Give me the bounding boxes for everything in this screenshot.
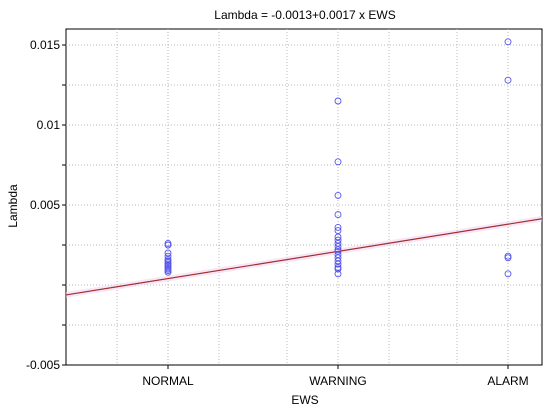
data-point	[334, 260, 342, 268]
y-tick-label: -0.005	[26, 358, 60, 372]
x-axis-title: EWS	[291, 393, 318, 407]
grid-lines	[66, 29, 542, 365]
x-axis: NORMAL WARNING ALARM	[142, 365, 529, 388]
y-axis-title: Lambda	[6, 184, 20, 228]
y-tick-label: 0.015	[30, 38, 60, 52]
data-points	[164, 38, 512, 278]
data-point	[504, 254, 512, 262]
y-tick-label: 0.01	[37, 118, 61, 132]
x-tick-label: NORMAL	[142, 374, 194, 388]
data-point	[164, 241, 172, 249]
data-point	[334, 191, 342, 199]
data-point	[334, 211, 342, 219]
y-axis: -0.005 0.005 0.01 0.015	[26, 38, 66, 372]
chart-title: Lambda = -0.0013+0.0017 x EWS	[214, 8, 395, 22]
data-point	[504, 38, 512, 46]
data-point	[334, 243, 342, 251]
data-point	[334, 223, 342, 231]
data-point	[334, 97, 342, 105]
x-tick-label: WARNING	[309, 374, 367, 388]
x-tick-label: ALARM	[487, 374, 528, 388]
data-point	[504, 76, 512, 84]
plot-area	[65, 28, 543, 366]
data-point	[334, 158, 342, 166]
y-tick-label: 0.005	[30, 198, 60, 212]
data-point	[164, 268, 172, 276]
data-point	[504, 270, 512, 278]
data-point	[334, 270, 342, 278]
regression-line	[65, 218, 543, 296]
data-point	[334, 265, 342, 273]
